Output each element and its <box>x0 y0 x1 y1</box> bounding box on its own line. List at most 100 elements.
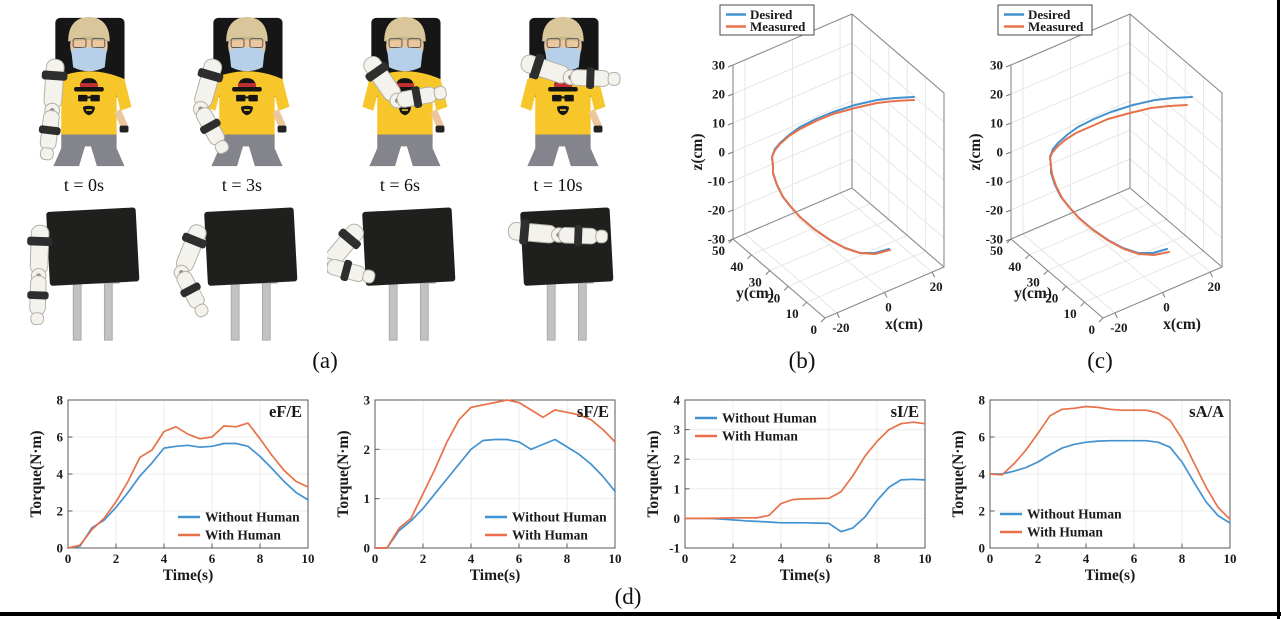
legend-label: With Human <box>1027 525 1103 540</box>
gridline-z <box>851 71 945 152</box>
axis-edge <box>851 187 945 268</box>
x-tick-label: 2 <box>730 551 737 566</box>
z-axis-label: z(cm) <box>968 134 984 171</box>
z-tick <box>1005 64 1012 68</box>
y-tick-label: 30 <box>1027 275 1040 290</box>
z-tick-label: -20 <box>986 203 1003 218</box>
x-tick-label: 2 <box>1035 551 1042 566</box>
x-tick <box>931 271 936 278</box>
x-tick-label: 0 <box>885 300 892 315</box>
gridline-z <box>1129 158 1223 239</box>
legend-label: Without Human <box>205 510 300 525</box>
x-axis-label: Time(s) <box>163 567 214 584</box>
y-tick-label: 4 <box>57 467 64 482</box>
legend-label: Without Human <box>722 411 817 426</box>
legend-label: Desired <box>1028 7 1071 22</box>
legend-label: With Human <box>722 429 798 444</box>
series-line <box>374 438 616 549</box>
y-tick <box>1043 270 1049 275</box>
page-border-right <box>1277 0 1280 619</box>
gridline-z <box>1129 42 1223 123</box>
series-line <box>374 399 616 549</box>
x-tick-label: 6 <box>516 551 523 566</box>
time-label: t = 6s <box>379 175 421 195</box>
x-tick-label: 4 <box>778 551 785 566</box>
x-tick-label: 8 <box>1179 551 1186 566</box>
axis-box <box>374 399 616 549</box>
x-tick-label: 10 <box>609 551 622 566</box>
z-tick-label: -20 <box>708 203 725 218</box>
y-tick-label: 8 <box>979 393 986 408</box>
legend-label: Without Human <box>512 510 607 525</box>
x-tick <box>884 292 888 298</box>
x-tick-label: 4 <box>161 551 168 566</box>
trajectory-line <box>771 99 915 255</box>
axis-edge <box>1010 187 1131 240</box>
x-tick-label: 2 <box>113 551 120 566</box>
photo-person-t0 <box>9 4 159 174</box>
legend-label: Desired <box>750 7 793 22</box>
y-tick <box>802 301 807 307</box>
x-tick-label: -20 <box>1110 320 1127 335</box>
axis-edge <box>1129 187 1223 268</box>
gridline-z <box>1129 71 1223 152</box>
y-tick-label: 20 <box>1045 290 1058 305</box>
time-label: t = 3s <box>221 175 263 195</box>
x-axis-label: x(cm) <box>885 316 923 333</box>
gridline-x <box>1070 213 1163 293</box>
y-tick-label: 0 <box>811 322 818 337</box>
z-tick <box>1005 122 1012 126</box>
x-axis-label: Time(s) <box>1085 567 1136 584</box>
photo-column-t0: t = 0s <box>8 4 160 344</box>
z-tick-label: -10 <box>986 174 1003 189</box>
caption-a: (a) <box>312 348 338 373</box>
series-line <box>989 439 1231 524</box>
x-axis-label: x(cm) <box>1163 316 1201 333</box>
y-axis-label: Torque(N·m) <box>952 431 967 518</box>
y-tick-label: 20 <box>767 290 780 305</box>
corner-label: sA/A <box>1189 402 1224 421</box>
y-tick-label: 2 <box>674 452 681 467</box>
y-tick <box>820 317 826 323</box>
photo-column-t10: t = 10s <box>482 4 634 344</box>
panel-a-photo-grid: t = 0s t = 3s <box>8 4 634 344</box>
legend-box <box>719 4 815 36</box>
x-tick-label: 0 <box>372 551 379 566</box>
gridline-x <box>1022 233 1116 314</box>
x-tick-label: 0 <box>65 551 72 566</box>
x-tick-label: 0 <box>987 551 994 566</box>
page-border-bottom <box>0 612 1281 616</box>
y-tick <box>1080 301 1085 307</box>
photo-column-t6: t = 6s <box>324 4 476 344</box>
plot-torque-sAA: 0 2 4 6 8 10 0 2 4 6 8 Time(s) Torque(N·m) sA/A Withou… <box>952 393 1237 585</box>
plot-3d-trajectory-c: -30-20-10010203001020304050-20020y(cm)x(… <box>968 4 1223 337</box>
x-tick-label: 8 <box>564 551 571 566</box>
legend-label: Without Human <box>1027 507 1122 522</box>
x-tick-label: 0 <box>682 551 689 566</box>
z-axis-label: z(cm) <box>690 134 706 171</box>
z-tick-label: 30 <box>990 58 1003 73</box>
z-tick-label: 0 <box>997 145 1004 160</box>
trajectory-line <box>1049 104 1188 256</box>
y-axis-label: Torque(N·m) <box>337 431 352 518</box>
plot-torque-eFE: 0 2 4 6 8 10 0 2 4 6 8 Time(s) Torque(N·m) eF/E Withou… <box>30 393 315 585</box>
time-label: t = 0s <box>63 175 105 195</box>
legend-label: Measured <box>1028 19 1084 34</box>
axis-box <box>684 399 926 549</box>
z-tick <box>1005 180 1012 184</box>
device-stand-illustration <box>485 198 631 344</box>
corner-label: eF/E <box>269 402 302 421</box>
x-tick <box>1209 271 1214 278</box>
x-tick-label: 4 <box>1083 551 1090 566</box>
z-tick-label: 30 <box>712 58 725 73</box>
z-tick <box>727 122 734 126</box>
y-tick-label: 0 <box>57 541 64 556</box>
trajectory-line <box>771 96 915 254</box>
x-tick-label: 10 <box>1224 551 1237 566</box>
y-tick <box>765 270 771 275</box>
y-tick-label: 6 <box>57 430 64 445</box>
z-tick <box>727 180 734 184</box>
photo-device-t10 <box>485 198 631 344</box>
plot-3d-trajectory-b: -30-20-10010203001020304050-20020y(cm)x(… <box>690 4 945 337</box>
legend-label: With Human <box>512 528 588 543</box>
